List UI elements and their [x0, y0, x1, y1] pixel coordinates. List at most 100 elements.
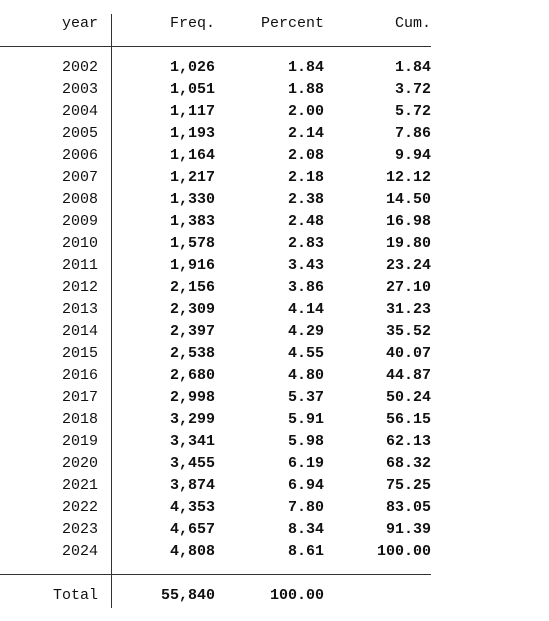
value-cell: 1,051 [169, 81, 215, 98]
value-cell: 3,874 [169, 477, 215, 494]
row-label: 2008 [61, 191, 98, 208]
value-cell: 5.37 [287, 389, 324, 406]
row-label: 2021 [61, 477, 98, 494]
value-cell: 14.50 [385, 191, 431, 208]
value-cell: 75.25 [385, 477, 431, 494]
value-cell: 3,299 [169, 411, 215, 428]
row-label: 2018 [61, 411, 98, 428]
value-cell: 1,578 [169, 235, 215, 252]
value-cell: 8.61 [287, 543, 324, 560]
row-label: 2022 [61, 499, 98, 516]
value-cell: 2.18 [287, 169, 324, 186]
value-cell: 7.80 [287, 499, 324, 516]
row-label: 2015 [61, 345, 98, 362]
value-cell: 1,164 [169, 147, 215, 164]
column-divider [111, 14, 112, 608]
row-label: 2010 [61, 235, 98, 252]
value-cell: 9.94 [394, 147, 431, 164]
value-cell: 2.08 [287, 147, 324, 164]
row-label: 2013 [61, 301, 98, 318]
row-label: 2007 [61, 169, 98, 186]
total-cell: 55,840 [160, 587, 215, 604]
value-cell: 100.00 [376, 543, 431, 560]
row-label: 2009 [61, 213, 98, 230]
value-cell: 1,330 [169, 191, 215, 208]
row-label: 2006 [61, 147, 98, 164]
row-label: 2002 [61, 59, 98, 76]
value-cell: 4.14 [287, 301, 324, 318]
value-cell: 2,309 [169, 301, 215, 318]
value-cell: 62.13 [385, 433, 431, 450]
value-cell: 3.43 [287, 257, 324, 274]
value-cell: 6.19 [287, 455, 324, 472]
value-cell: 4.55 [287, 345, 324, 362]
value-cell: 1,383 [169, 213, 215, 230]
header-rule [0, 46, 431, 47]
value-cell: 2.38 [287, 191, 324, 208]
value-cell: 5.98 [287, 433, 324, 450]
value-cell: 5.91 [287, 411, 324, 428]
value-cell: 1.84 [287, 59, 324, 76]
row-label: 2023 [61, 521, 98, 538]
value-cell: 2.48 [287, 213, 324, 230]
value-cell: 91.39 [385, 521, 431, 538]
value-cell: 2.83 [287, 235, 324, 252]
value-cell: 27.10 [385, 279, 431, 296]
row-label: 2003 [61, 81, 98, 98]
value-cell: 1,217 [169, 169, 215, 186]
value-cell: 7.86 [394, 125, 431, 142]
value-cell: 16.98 [385, 213, 431, 230]
value-cell: 1,117 [169, 103, 215, 120]
value-cell: 23.24 [385, 257, 431, 274]
row-label: 2011 [61, 257, 98, 274]
value-cell: 56.15 [385, 411, 431, 428]
header-cell: year [61, 15, 98, 32]
value-cell: 2.00 [287, 103, 324, 120]
row-label: 2016 [61, 367, 98, 384]
value-cell: 1,026 [169, 59, 215, 76]
value-cell: 4,353 [169, 499, 215, 516]
value-cell: 6.94 [287, 477, 324, 494]
value-cell: 12.12 [385, 169, 431, 186]
total-label: Total [52, 587, 98, 604]
value-cell: 4,657 [169, 521, 215, 538]
value-cell: 3.86 [287, 279, 324, 296]
value-cell: 4.29 [287, 323, 324, 340]
value-cell: 31.23 [385, 301, 431, 318]
value-cell: 3,341 [169, 433, 215, 450]
row-label: 2005 [61, 125, 98, 142]
value-cell: 83.05 [385, 499, 431, 516]
value-cell: 50.24 [385, 389, 431, 406]
value-cell: 1,916 [169, 257, 215, 274]
row-label: 2012 [61, 279, 98, 296]
total-cell: 100.00 [269, 587, 324, 604]
row-label: 2024 [61, 543, 98, 560]
value-cell: 40.07 [385, 345, 431, 362]
value-cell: 2,397 [169, 323, 215, 340]
value-cell: 2,538 [169, 345, 215, 362]
header-cell: Cum. [394, 15, 431, 32]
value-cell: 5.72 [394, 103, 431, 120]
row-label: 2004 [61, 103, 98, 120]
value-cell: 2,680 [169, 367, 215, 384]
header-cell: Percent [260, 15, 324, 32]
value-cell: 4.80 [287, 367, 324, 384]
value-cell: 4,808 [169, 543, 215, 560]
value-cell: 2,156 [169, 279, 215, 296]
row-label: 2019 [61, 433, 98, 450]
value-cell: 2,998 [169, 389, 215, 406]
row-label: 2020 [61, 455, 98, 472]
value-cell: 1,193 [169, 125, 215, 142]
header-cell: Freq. [169, 15, 215, 32]
row-label: 2017 [61, 389, 98, 406]
value-cell: 19.80 [385, 235, 431, 252]
value-cell: 8.34 [287, 521, 324, 538]
value-cell: 68.32 [385, 455, 431, 472]
value-cell: 2.14 [287, 125, 324, 142]
value-cell: 35.52 [385, 323, 431, 340]
value-cell: 44.87 [385, 367, 431, 384]
value-cell: 3,455 [169, 455, 215, 472]
value-cell: 1.88 [287, 81, 324, 98]
value-cell: 3.72 [394, 81, 431, 98]
